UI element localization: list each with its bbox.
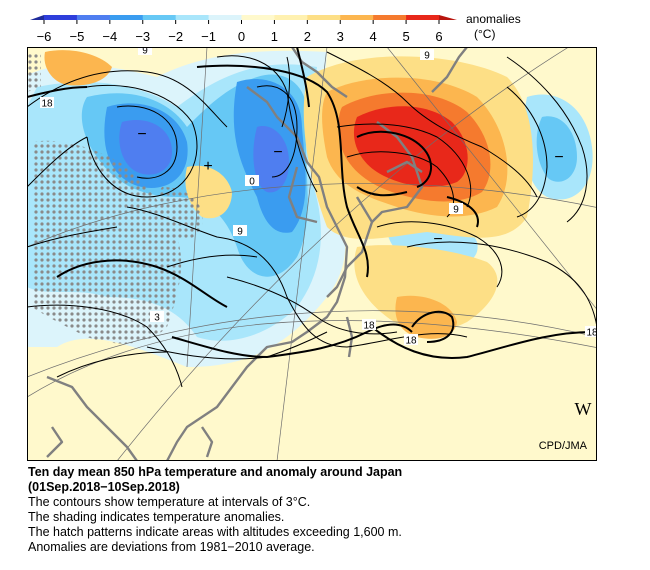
contour-label-background (233, 225, 247, 236)
contour-label-background (150, 311, 164, 322)
warm-anomaly-area (395, 295, 457, 339)
credit-label: CPD/JMA (539, 440, 588, 452)
contour-label-background (138, 47, 152, 55)
caption-period: (01Sep.2018−10Sep.2018) (28, 480, 180, 494)
colorbar-tick-label: 3 (337, 29, 344, 44)
temperature-contours (27, 51, 597, 388)
colorbar-cell (109, 15, 144, 20)
colorbar-tick-label: 0 (238, 29, 245, 44)
colorbar-right-arrow (439, 15, 457, 20)
contour-label-background (449, 203, 463, 214)
colorbar-cell (373, 15, 407, 20)
colorbar-tick-label: −6 (37, 29, 52, 44)
colorbar-cell (175, 15, 210, 20)
colorbar-cell (274, 15, 308, 20)
warm-anomaly-area (354, 245, 498, 332)
caption-title: Ten day mean 850 hPa temperature and ano… (28, 465, 403, 479)
legend-title: anomalies (466, 12, 521, 26)
colorbar-cell (76, 15, 111, 20)
contour-label: 0 (249, 177, 255, 188)
wind-direction-mark: W (575, 399, 592, 419)
colorbar-tick-label: 6 (435, 29, 442, 44)
colorbar-tick-label: 2 (304, 29, 311, 44)
map-caption: Ten day mean 850 hPa temperature and ano… (28, 465, 628, 555)
strong-cool-anomaly (119, 120, 172, 175)
high-altitude-hatch (32, 140, 182, 344)
contour-label: 18 (41, 99, 53, 110)
contour-label-background (404, 334, 418, 345)
caption-line: The shading indicates temperature anomal… (28, 510, 285, 524)
contour-label-background (245, 175, 259, 186)
colorbar-cell (208, 15, 242, 20)
colorbar-tick-label: 1 (271, 29, 278, 44)
colorbar-tick-label: −5 (70, 29, 85, 44)
contour-label: 3 (154, 313, 160, 324)
contour-label-background (585, 326, 597, 337)
anomaly-colorbar: −6 −5 −4 −3 −2 −1 0 1 2 3 4 5 6 (30, 15, 457, 44)
caption-line: The hatch patterns indicate areas with a… (28, 525, 402, 539)
contour-label: 9 (453, 205, 459, 216)
contour-label: 9 (237, 227, 243, 238)
colorbar-cell (44, 15, 78, 20)
temperature-contours-bold (27, 47, 593, 359)
colorbar-tick-label: −2 (168, 29, 183, 44)
caption-line: The contours show temperature at interva… (28, 495, 311, 509)
legend-unit: (°C) (474, 27, 496, 41)
cold-center-symbol: − (137, 126, 146, 143)
colorbar-tick-label: 5 (402, 29, 409, 44)
contour-label: 18 (405, 336, 417, 347)
colorbar-tick-label: −4 (102, 29, 117, 44)
colorbar-tick-label: 4 (370, 29, 377, 44)
contour-label: 18 (363, 321, 375, 332)
colorbar-cell (406, 15, 440, 20)
warm-center-symbol: + (203, 158, 212, 175)
warm-anomaly-area (44, 50, 112, 86)
cold-center-symbol: − (554, 149, 563, 166)
contour-label: 9 (424, 51, 430, 62)
colorbar-cell (340, 15, 374, 20)
strong-cool-anomaly (253, 126, 289, 193)
high-altitude-hatch (157, 187, 203, 239)
colorbar-tick-label: −1 (201, 29, 216, 44)
caption-line: Anomalies are deviations from 1981−2010 … (28, 540, 315, 554)
map-frame (27, 47, 597, 461)
contour-label: 9 (142, 47, 148, 57)
colorbar-cell (241, 15, 275, 20)
high-altitude-hatch (27, 52, 41, 92)
colorbar-tick-label: −3 (135, 29, 150, 44)
contour-label-background (40, 97, 54, 108)
cold-center-symbol: − (273, 144, 282, 161)
colorbar-left-arrow (30, 15, 44, 20)
colorbar-cell (307, 15, 341, 20)
colorbar-cell (142, 15, 177, 20)
contour-label-background (362, 319, 376, 330)
cold-center-symbol: − (433, 231, 442, 248)
contour-label-background (420, 49, 434, 60)
contour-label: 18 (586, 328, 597, 339)
temperature-anomaly-map: 9 18 0 9 3 18 18 9 18 9 − − + − − W CPD/JMA (27, 47, 597, 461)
